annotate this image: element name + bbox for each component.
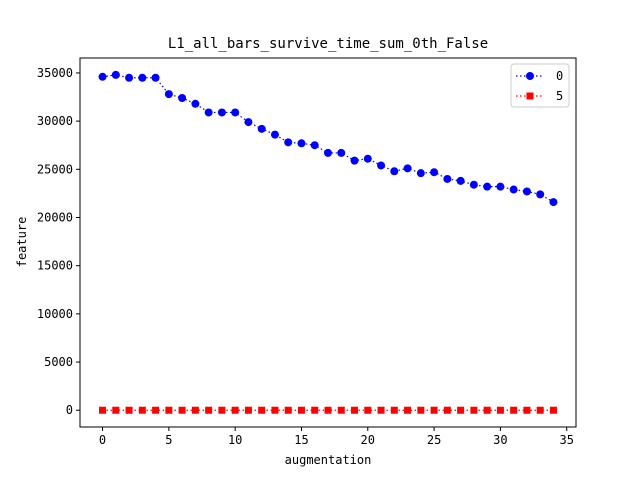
data-point-series-5 (191, 406, 199, 414)
chart-title: L1_all_bars_survive_time_sum_0th_False (168, 36, 488, 52)
data-point-series-0 (483, 182, 492, 191)
data-point-series-0 (456, 176, 465, 185)
data-point-series-0 (549, 198, 558, 207)
y-tick-label: 20000 (37, 210, 73, 224)
series-layer (98, 70, 558, 414)
data-point-series-0 (270, 130, 279, 139)
data-point-series-5 (138, 406, 146, 414)
data-point-series-5 (443, 406, 451, 414)
data-point-series-0 (138, 73, 147, 82)
data-point-series-0 (536, 190, 545, 199)
data-point-series-5 (536, 406, 544, 414)
data-point-series-5 (417, 406, 425, 414)
data-point-series-5 (152, 406, 160, 414)
data-point-series-0 (390, 167, 399, 176)
data-point-series-0 (98, 72, 107, 81)
data-point-series-5 (337, 406, 345, 414)
data-point-series-5 (430, 406, 438, 414)
data-point-series-5 (496, 406, 504, 414)
y-tick-label: 30000 (37, 114, 73, 128)
data-point-series-0 (217, 108, 226, 117)
plot-area (79, 57, 577, 428)
data-point-series-0 (324, 148, 332, 157)
x-tick-label: 5 (165, 433, 172, 447)
y-tick-label: 10000 (37, 307, 73, 321)
x-tick-label: 30 (493, 433, 507, 447)
data-point-series-0 (231, 108, 240, 117)
data-point-series-5 (125, 406, 133, 414)
data-point-series-0 (125, 73, 134, 82)
data-point-series-5 (165, 406, 173, 414)
data-point-series-0 (337, 148, 346, 157)
legend-label-0: 0 (556, 69, 563, 83)
data-point-series-0 (430, 168, 439, 177)
data-point-series-5 (523, 406, 531, 414)
data-point-series-0 (244, 118, 253, 127)
data-point-series-5 (404, 406, 412, 414)
data-point-series-5 (112, 406, 120, 414)
data-point-series-0 (509, 185, 518, 194)
data-point-series-5 (218, 406, 226, 414)
legend-marker-5 (526, 92, 534, 100)
data-point-series-0 (469, 180, 478, 189)
data-point-series-0 (403, 164, 412, 173)
data-point-series-0 (522, 187, 531, 196)
x-tick-label: 0 (99, 433, 106, 447)
data-point-series-0 (164, 90, 173, 99)
data-point-series-5 (390, 406, 398, 414)
y-tick-label: 35000 (37, 66, 73, 80)
x-tick-label: 20 (361, 433, 375, 447)
data-point-series-5 (297, 406, 305, 414)
data-point-series-0 (178, 93, 187, 102)
data-point-series-5 (258, 406, 266, 414)
data-point-series-5 (457, 406, 465, 414)
y-tick-label: 5000 (44, 355, 73, 369)
data-point-series-5 (470, 406, 478, 414)
data-point-series-0 (416, 169, 425, 178)
legend: 05 (510, 63, 570, 108)
y-axis-label: feature (15, 217, 29, 268)
data-point-series-5 (364, 406, 372, 414)
data-point-series-5 (377, 406, 385, 414)
data-point-series-0 (204, 108, 213, 117)
data-point-series-5 (483, 406, 491, 414)
data-point-series-0 (310, 141, 319, 150)
legend-label-5: 5 (556, 89, 563, 103)
data-point-series-0 (284, 138, 293, 147)
data-point-series-5 (271, 406, 279, 414)
y-axis-ticks: 0 5000 10000 15000 20000 25000 30000 35000 (37, 66, 80, 417)
x-tick-label: 35 (559, 433, 573, 447)
x-tick-label: 15 (294, 433, 308, 447)
data-point-series-5 (351, 406, 359, 414)
data-point-series-5 (244, 406, 252, 414)
data-point-series-5 (178, 406, 186, 414)
data-point-series-0 (257, 124, 266, 133)
y-tick-label: 0 (66, 403, 73, 417)
data-point-series-5 (231, 406, 239, 414)
y-tick-label: 15000 (37, 259, 73, 273)
data-point-series-5 (324, 406, 332, 414)
data-point-series-0 (377, 161, 386, 170)
data-point-series-0 (297, 139, 306, 148)
data-point-series-0 (443, 174, 452, 183)
x-tick-label: 10 (228, 433, 242, 447)
x-tick-label: 25 (427, 433, 441, 447)
data-point-series-5 (311, 406, 319, 414)
data-point-series-5 (205, 406, 213, 414)
data-point-series-0 (350, 156, 359, 165)
data-point-series-0 (191, 99, 200, 108)
data-point-series-0 (363, 154, 372, 163)
data-point-series-0 (496, 182, 505, 191)
data-point-series-5 (510, 406, 518, 414)
data-point-series-5 (284, 406, 292, 414)
y-tick-label: 25000 (37, 162, 73, 176)
legend-marker-0 (526, 72, 534, 80)
data-point-series-5 (99, 406, 107, 414)
x-axis-label: augmentation (285, 453, 372, 467)
data-point-series-5 (549, 406, 557, 414)
data-point-series-0 (151, 73, 160, 82)
x-axis-ticks: 0 5 10 15 20 25 30 35 (99, 427, 574, 447)
data-point-series-0 (111, 70, 120, 79)
